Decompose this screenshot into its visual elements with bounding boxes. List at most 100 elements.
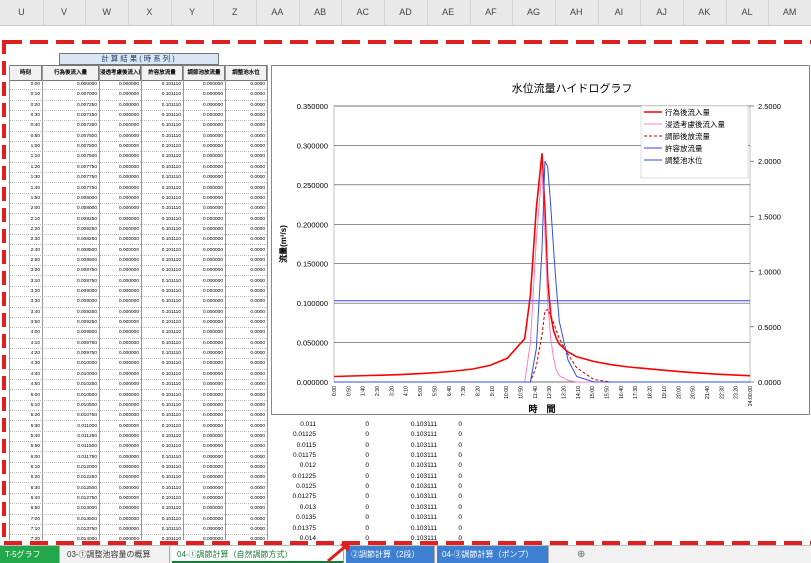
table-cell[interactable]: 0.000000 [118, 454, 139, 460]
table-cell[interactable]: 5:50 [30, 444, 40, 450]
table-cell[interactable]: 0.000000 [202, 257, 223, 263]
table-cell[interactable]: 0.000000 [202, 309, 223, 315]
sheet-cell[interactable]: 0 [458, 514, 462, 522]
table-cell[interactable]: 0.000000 [202, 351, 223, 357]
sheet-cell[interactable]: 0 [365, 462, 369, 470]
table-cell[interactable]: 0.000000 [202, 464, 223, 470]
table-cell[interactable]: 0.008750 [76, 268, 97, 274]
table-cell[interactable]: 0.0000 [250, 237, 265, 243]
table-cell[interactable]: 0.000000 [202, 392, 223, 398]
table-cell[interactable]: 0.000000 [118, 226, 139, 232]
table-cell[interactable]: 0.0000 [250, 413, 265, 419]
table-cell[interactable]: 0.000000 [118, 257, 139, 263]
table-cell[interactable]: 0.000000 [202, 216, 223, 222]
table-cell[interactable]: 0.101110 [161, 92, 181, 98]
table-cell[interactable]: 0.000000 [118, 216, 139, 222]
table-cell[interactable]: 0.000000 [202, 485, 223, 491]
sheet-cell[interactable]: 0.012 [299, 462, 316, 470]
sheet-cell[interactable]: 0.103111 [410, 483, 437, 491]
table-cell[interactable]: 7:20 [30, 537, 40, 543]
table-cell[interactable]: 0.000000 [118, 278, 139, 284]
sheet-cell[interactable]: 0.103111 [410, 462, 437, 470]
table-cell[interactable]: 0.101110 [161, 195, 181, 201]
table-cell[interactable]: 0.0000 [250, 527, 265, 533]
table-cell[interactable]: 0:50 [30, 133, 40, 139]
table-cell[interactable]: 0.000000 [118, 475, 139, 481]
sheet-cell[interactable]: 0 [365, 452, 369, 460]
sheet-cell[interactable]: 0 [458, 452, 462, 460]
table-cell[interactable]: 6:20 [30, 475, 40, 481]
table-cell[interactable]: 0.009250 [76, 320, 97, 326]
table-cell[interactable]: 1:30 [30, 175, 40, 181]
table-cell[interactable]: 0.007500 [76, 133, 97, 139]
sheet-cell[interactable]: 0 [458, 431, 462, 439]
sheet-cell[interactable]: 0.013 [299, 503, 316, 511]
table-cell[interactable]: 0.000000 [118, 92, 139, 98]
table-cell[interactable]: 0.000000 [202, 537, 223, 543]
table-cell[interactable]: 2:20 [30, 226, 40, 232]
table-cell[interactable]: 3:10 [30, 278, 40, 284]
table-cell[interactable]: 0.000000 [118, 206, 139, 212]
table-cell[interactable]: 0.101110 [161, 516, 181, 522]
table-cell[interactable]: 0.000000 [202, 413, 223, 419]
table-cell[interactable]: 0.0000 [250, 402, 265, 408]
table-cell[interactable]: 0.009000 [76, 299, 97, 305]
table-cell[interactable]: 0.000000 [202, 371, 223, 377]
table-cell[interactable]: 0.101110 [161, 113, 181, 119]
sheet-cell[interactable]: 0.103111 [410, 441, 437, 449]
table-cell[interactable]: 0.010000 [76, 361, 97, 367]
table-cell[interactable]: 0.000000 [118, 433, 139, 439]
table-cell[interactable]: 0.011000 [77, 423, 97, 429]
table-cell[interactable]: 0.011250 [77, 433, 97, 439]
column-header-aj[interactable]: AJ [640, 0, 684, 25]
table-cell[interactable]: 2:40 [30, 247, 40, 253]
table-cell[interactable]: 0:00 [30, 82, 40, 87]
table-cell[interactable]: 0.007250 [76, 102, 97, 108]
sheet-cell[interactable]: 0 [458, 462, 462, 470]
table-cell[interactable]: 0:30 [30, 113, 40, 119]
table-cell[interactable]: 0.000000 [118, 247, 139, 253]
table-cell[interactable]: 0.0000 [250, 371, 265, 377]
table-cell[interactable]: 0.101110 [161, 226, 181, 232]
table-cell[interactable]: 0.0000 [250, 361, 265, 367]
table-cell[interactable]: 0.0000 [250, 175, 265, 181]
table-cell[interactable]: 0.007750 [76, 175, 97, 181]
sheet-cell[interactable]: 0.014 [299, 534, 316, 542]
table-cell[interactable]: 0.000000 [202, 402, 223, 408]
table-cell[interactable]: 0.000000 [202, 454, 223, 460]
table-cell[interactable]: 0.101110 [161, 309, 181, 315]
table-cell[interactable]: 6:00 [30, 454, 40, 460]
sheet-cell[interactable]: 0 [365, 524, 369, 532]
table-cell[interactable]: 0.000000 [202, 433, 223, 439]
column-header-w[interactable]: W [85, 0, 130, 25]
table-cell[interactable]: 0.0000 [250, 133, 265, 139]
column-header-x[interactable]: X [128, 0, 172, 25]
sheet-cell[interactable]: 0 [458, 524, 462, 532]
table-cell[interactable]: 0.0000 [250, 278, 265, 284]
table-cell[interactable]: 0.0000 [250, 123, 265, 129]
table-cell[interactable]: 5:20 [30, 413, 40, 419]
table-cell[interactable]: 0.000000 [202, 320, 223, 326]
table-cell[interactable]: 0.101110 [161, 485, 181, 491]
column-header-y[interactable]: Y [171, 0, 215, 25]
table-cell[interactable]: 0.007250 [76, 113, 97, 119]
table-cell[interactable]: 0.007750 [76, 185, 97, 191]
table-cell[interactable]: 0.008750 [76, 278, 97, 284]
table-cell[interactable]: 0.000000 [202, 133, 223, 139]
table-cell[interactable]: 0.000000 [118, 485, 139, 491]
table-cell[interactable]: 0.000000 [118, 537, 139, 543]
table-cell[interactable]: 0.101110 [161, 102, 181, 108]
sheet-cell[interactable]: 0 [458, 472, 462, 480]
table-cell[interactable]: 0.000000 [202, 175, 223, 181]
table-cell[interactable]: 2:50 [30, 257, 40, 263]
table-cell[interactable]: 0.101110 [161, 164, 181, 170]
sheet-cell[interactable]: 0 [365, 514, 369, 522]
table-cell[interactable]: 3:30 [30, 299, 40, 305]
table-cell[interactable]: 0.000000 [202, 102, 223, 108]
table-cell[interactable]: 0.101110 [161, 154, 181, 160]
table-cell[interactable]: 1:00 [30, 144, 40, 150]
sheet-cell[interactable]: 0 [458, 503, 462, 511]
sheet-tab[interactable]: ②調節計算（2段） [346, 546, 435, 563]
table-cell[interactable]: 0.101110 [161, 506, 181, 512]
sheet-cell[interactable]: 0.103111 [410, 421, 437, 428]
